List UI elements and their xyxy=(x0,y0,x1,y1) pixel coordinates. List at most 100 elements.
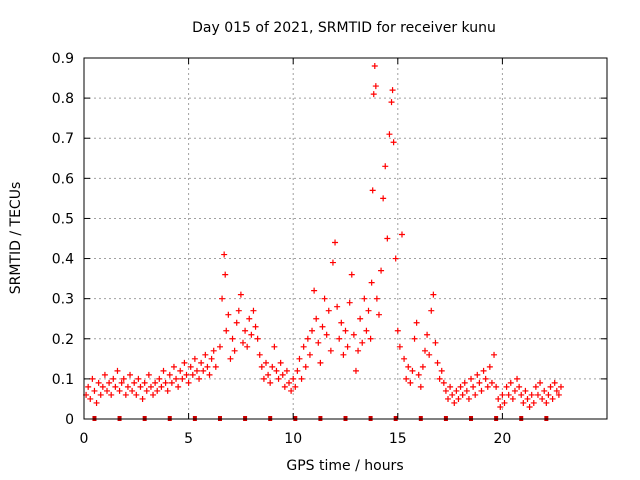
plot-frame xyxy=(83,57,608,420)
data-point xyxy=(208,355,215,362)
data-point xyxy=(421,347,428,354)
data-point xyxy=(375,311,382,318)
data-point xyxy=(361,295,368,302)
data-point xyxy=(428,307,435,314)
data-point xyxy=(474,371,481,378)
data-point xyxy=(139,395,146,402)
data-point xyxy=(267,379,274,386)
data-point xyxy=(196,375,203,382)
y-tick-label: 0.7 xyxy=(52,131,74,147)
data-point xyxy=(468,375,475,382)
data-point xyxy=(547,383,554,390)
data-point xyxy=(369,187,376,194)
data-point xyxy=(246,315,253,322)
data-point xyxy=(191,355,198,362)
data-point xyxy=(424,331,431,338)
data-point xyxy=(114,367,121,374)
data-point xyxy=(131,379,138,386)
data-point xyxy=(254,335,261,342)
data-point xyxy=(407,379,414,386)
data-point xyxy=(516,383,523,390)
data-point xyxy=(269,363,276,370)
data-point xyxy=(175,383,182,390)
data-point xyxy=(225,311,232,318)
data-point xyxy=(537,379,544,386)
data-point xyxy=(235,307,242,314)
data-point xyxy=(231,347,238,354)
data-point xyxy=(198,359,205,366)
data-point xyxy=(173,375,180,382)
y-axis-label: SRMTID / TECUs xyxy=(8,182,24,295)
data-point xyxy=(465,395,472,402)
data-point xyxy=(480,367,487,374)
data-point xyxy=(442,387,449,394)
data-point xyxy=(200,367,207,374)
data-point xyxy=(309,327,316,334)
data-point xyxy=(162,379,169,386)
data-point xyxy=(127,371,134,378)
data-point xyxy=(486,363,493,370)
data-point xyxy=(304,335,311,342)
data-point xyxy=(484,383,491,390)
data-point xyxy=(210,347,217,354)
data-point xyxy=(438,367,445,374)
data-point xyxy=(497,403,504,410)
data-point xyxy=(129,387,136,394)
x-tick-label: 20 xyxy=(493,431,511,447)
data-point xyxy=(357,315,364,322)
data-point xyxy=(555,391,562,398)
data-point xyxy=(384,235,391,242)
data-point xyxy=(370,91,377,98)
data-point xyxy=(252,323,259,330)
data-point xyxy=(273,367,280,374)
data-point xyxy=(263,359,270,366)
data-point xyxy=(104,387,111,394)
data-point xyxy=(526,403,533,410)
data-point xyxy=(150,391,157,398)
data-point xyxy=(87,395,94,402)
data-point xyxy=(147,383,154,390)
data-point xyxy=(212,363,219,370)
data-point xyxy=(378,267,385,274)
data-point xyxy=(363,327,370,334)
y-tick-label: 0.5 xyxy=(52,211,74,227)
data-point xyxy=(193,367,200,374)
data-point xyxy=(332,239,339,246)
data-point xyxy=(298,375,305,382)
data-point xyxy=(110,375,117,382)
y-tick-label: 0.8 xyxy=(52,91,74,107)
data-point xyxy=(348,271,355,278)
data-point xyxy=(101,371,108,378)
data-point xyxy=(168,379,175,386)
data-point xyxy=(389,87,396,94)
data-point xyxy=(401,355,408,362)
data-point xyxy=(528,391,535,398)
data-point xyxy=(334,303,341,310)
data-point xyxy=(491,351,498,358)
data-point xyxy=(476,379,483,386)
data-point xyxy=(461,379,468,386)
data-point xyxy=(327,347,334,354)
data-point xyxy=(222,271,229,278)
data-point xyxy=(183,371,190,378)
data-point xyxy=(296,355,303,362)
data-point xyxy=(352,367,359,374)
data-point xyxy=(430,291,437,298)
data-point xyxy=(445,395,452,402)
data-point xyxy=(509,395,516,402)
data-point xyxy=(472,391,479,398)
data-point xyxy=(156,375,163,382)
grid-lines xyxy=(84,58,607,419)
data-point xyxy=(256,351,263,358)
data-point xyxy=(394,327,401,334)
data-point xyxy=(447,383,454,390)
data-point xyxy=(189,371,196,378)
data-point xyxy=(181,359,188,366)
data-point xyxy=(250,307,257,314)
data-point xyxy=(372,83,379,90)
data-point xyxy=(329,259,336,266)
data-point xyxy=(85,383,92,390)
data-point xyxy=(108,391,115,398)
data-point xyxy=(344,343,351,350)
